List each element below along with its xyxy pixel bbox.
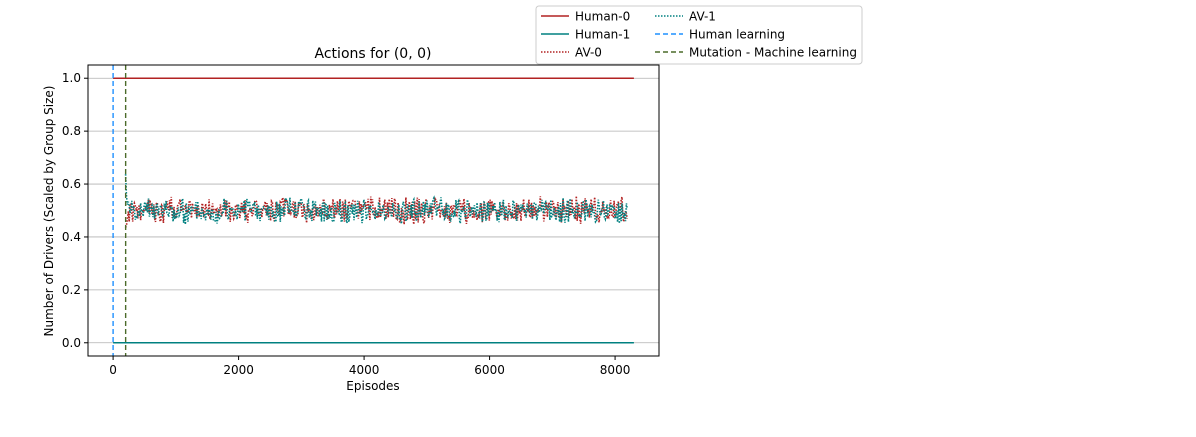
y-tick-label-1: 0.2 <box>62 283 81 297</box>
legend-box <box>535 5 863 65</box>
y-tick-label-2: 0.4 <box>62 230 81 244</box>
series-line-av-1 <box>124 174 628 226</box>
legend-label-1: Human-1 <box>575 28 630 42</box>
x-tick-label-1: 2000 <box>223 363 254 377</box>
legend-label-0: Human-0 <box>575 10 630 24</box>
legend-label-5: Mutation - Machine learning <box>689 46 857 60</box>
x-axis-label: Episodes <box>346 379 399 393</box>
x-tick-label-4: 8000 <box>600 363 631 377</box>
y-axis-label: Number of Drivers (Scaled by Group Size) <box>42 86 56 337</box>
legend-label-3: AV-1 <box>689 10 716 24</box>
series-line-av-0 <box>124 195 628 228</box>
x-axis-ticks: 0 2000 4000 6000 8000 <box>109 356 630 377</box>
legend-label-2: AV-0 <box>575 46 602 60</box>
plot-frame <box>87 64 660 357</box>
x-tick-label-3: 6000 <box>474 363 505 377</box>
y-tick-label-5: 1.0 <box>62 71 81 85</box>
legend: Human-0 Human-1 AV-0 AV-1 Human learning Muta… <box>535 5 863 65</box>
y-axis-ticks: 0.0 0.2 0.4 0.6 0.8 1.0 <box>62 71 88 350</box>
y-tick-label-3: 0.6 <box>62 177 81 191</box>
legend-label-4: Human learning <box>689 28 785 42</box>
x-tick-label-0: 0 <box>109 363 117 377</box>
y-tick-label-4: 0.8 <box>62 124 81 138</box>
series-layer <box>112 65 634 356</box>
y-tick-label-0: 0.0 <box>62 336 81 350</box>
x-tick-label-2: 4000 <box>349 363 380 377</box>
chart-title: Actions for (0, 0) <box>315 46 432 62</box>
